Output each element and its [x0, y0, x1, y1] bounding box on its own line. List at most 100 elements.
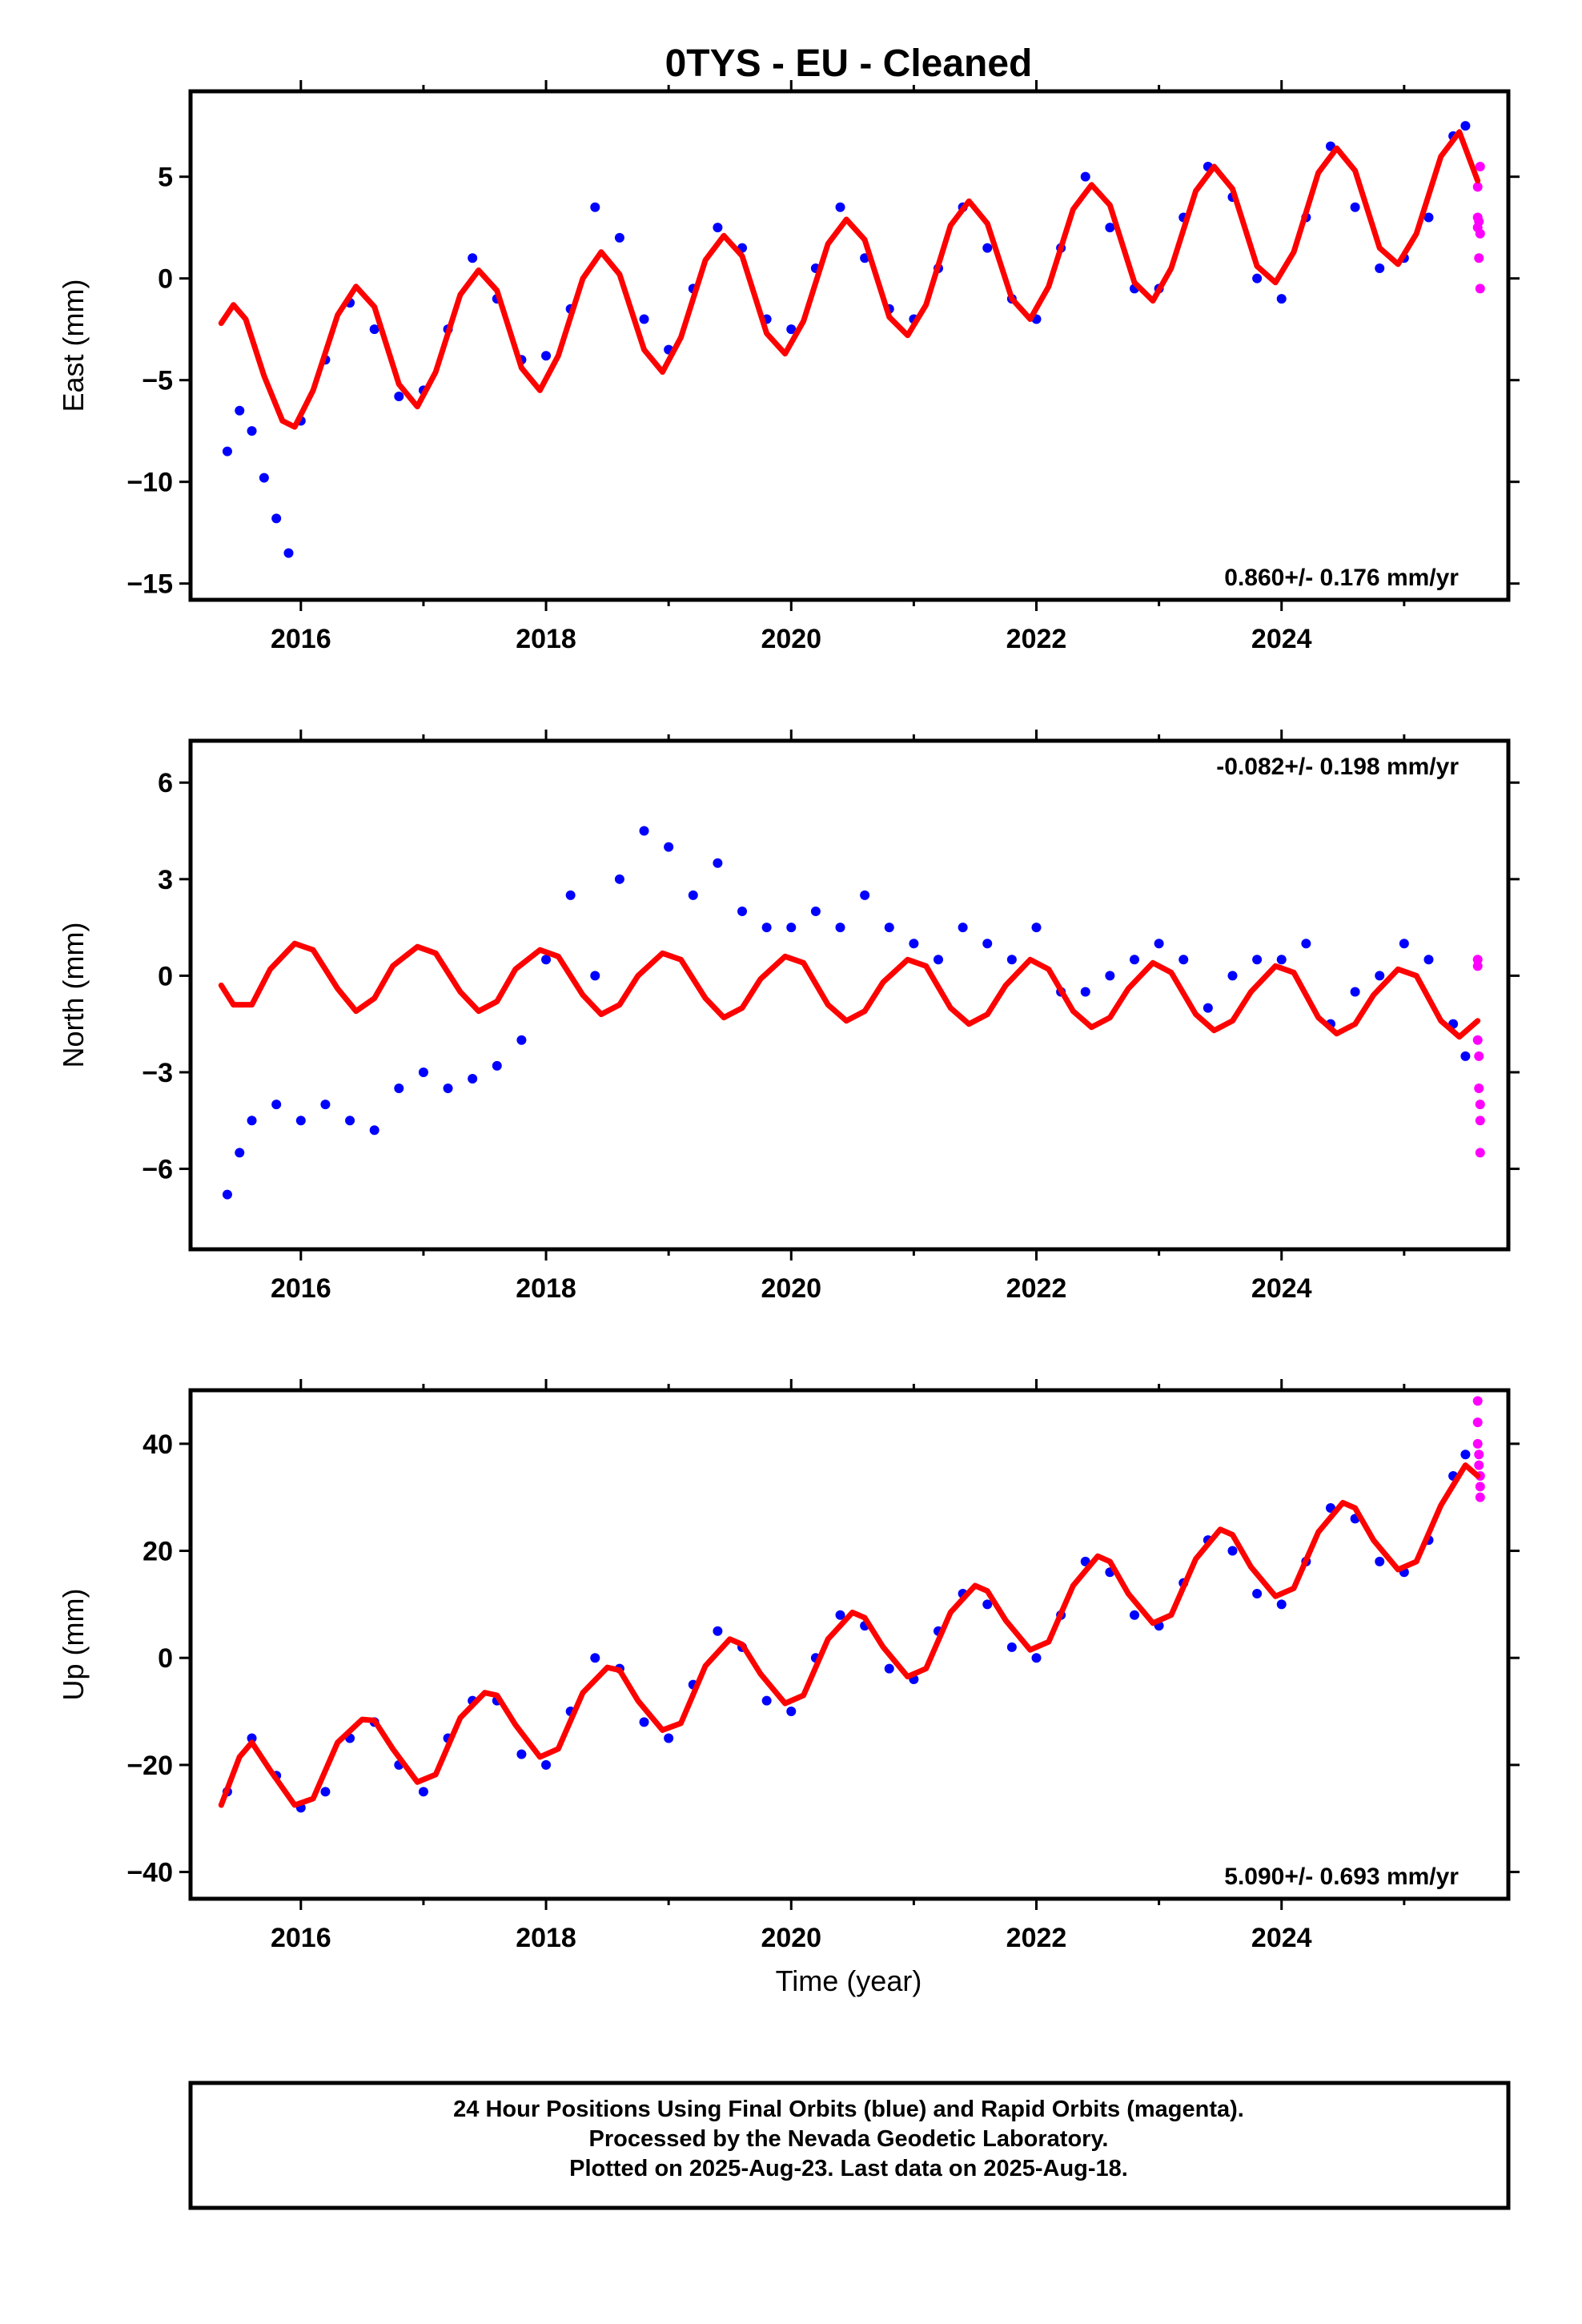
east-final-orbit-point [639, 314, 649, 324]
up-x-tick-label: 2016 [271, 1923, 331, 1953]
up-final-orbit-point [761, 1695, 772, 1706]
up-rapid-orbit-point [1472, 1417, 1483, 1428]
footer-line-2: Processed by the Nevada Geodetic Laborat… [589, 2126, 1109, 2152]
up-y-tick-label: 20 [143, 1537, 173, 1567]
north-plot-area [218, 826, 1485, 1200]
east-final-orbit-point [835, 202, 845, 212]
north-y-tick-label: 3 [158, 865, 173, 895]
north-final-orbit-point [1399, 939, 1409, 949]
east-rapid-orbit-point [1472, 182, 1483, 192]
north-x-tick-label: 2018 [516, 1273, 576, 1304]
chart-title: 0TYS - EU - Cleaned [665, 42, 1033, 85]
east-y-tick-label: −10 [126, 468, 173, 498]
north-final-orbit-point [1203, 1003, 1213, 1013]
north-rapid-orbit-point [1474, 1084, 1484, 1094]
up-final-orbit-point [590, 1653, 600, 1663]
north-final-orbit-point [247, 1116, 257, 1126]
north-final-orbit-point [664, 842, 674, 852]
up-final-orbit-point [1276, 1599, 1287, 1610]
up-rapid-orbit-point [1475, 1492, 1485, 1502]
up-rapid-orbit-point [1474, 1449, 1484, 1460]
up-rate-label: 5.090+/- 0.693 mm/yr [1224, 1864, 1459, 1890]
up-final-orbit-point [247, 1733, 257, 1743]
north-rate-label: -0.082+/- 0.198 mm/yr [1216, 754, 1459, 780]
north-final-orbit-point [320, 1100, 331, 1110]
north-y-tick-label: 6 [158, 768, 173, 798]
north-final-orbit-point [1423, 955, 1434, 965]
north-y-tick-label: 0 [158, 961, 173, 991]
north-final-orbit-point [810, 907, 821, 917]
north-final-orbit-point [516, 1035, 527, 1045]
north-rapid-orbit-point [1472, 961, 1483, 971]
north-final-orbit-point [1080, 987, 1090, 997]
east-x-tick-label: 2022 [1006, 624, 1067, 654]
north-final-orbit-point [1460, 1051, 1471, 1061]
north-x-tick-label: 2022 [1006, 1273, 1067, 1304]
north-final-orbit-point [884, 923, 894, 933]
east-final-orbit-point [590, 202, 600, 212]
north-rapid-orbit-point [1475, 1116, 1485, 1126]
up-final-orbit-point [982, 1599, 993, 1610]
north-final-orbit-point [761, 923, 772, 933]
north-final-orbit-point [639, 826, 649, 836]
east-rapid-orbit-point [1475, 161, 1485, 171]
north-final-orbit-point [1252, 955, 1263, 965]
north-final-orbit-point [492, 1060, 502, 1071]
north-y-tick-label: −6 [142, 1155, 173, 1185]
north-final-orbit-point [1178, 955, 1189, 965]
up-final-orbit-point [541, 1759, 552, 1770]
north-model-line [218, 940, 1481, 1040]
east-x-tick-label: 2024 [1251, 624, 1312, 654]
east-y-tick-label: 5 [158, 163, 173, 193]
east-final-orbit-point [271, 513, 282, 524]
footer-line-1: 24 Hour Positions Using Final Orbits (bl… [453, 2097, 1244, 2122]
up-rapid-orbit-point [1472, 1396, 1483, 1406]
up-x-tick-label: 2022 [1006, 1923, 1067, 1953]
east-final-orbit-point [247, 426, 257, 436]
north-final-orbit-point [590, 971, 600, 981]
footer-line-3: Plotted on 2025-Aug-23. Last data on 202… [569, 2156, 1128, 2181]
north-final-orbit-point [614, 874, 624, 884]
east-rapid-orbit-point [1475, 228, 1485, 239]
north-final-orbit-point [1105, 971, 1115, 981]
up-final-orbit-point [1227, 1546, 1238, 1556]
east-final-orbit-point [283, 548, 294, 558]
east-rate-label: 0.860+/- 0.176 mm/yr [1224, 565, 1459, 591]
north-final-orbit-point [1006, 955, 1017, 965]
up-final-orbit-point [639, 1717, 649, 1727]
footer-frame [188, 2081, 1511, 2210]
east-final-orbit-point [369, 324, 379, 335]
up-final-orbit-point [835, 1610, 845, 1620]
up-panel: 2016 2018 2020 2022 2024 40 20 0 −20 −40 Up (mm) 5.… [57, 1379, 1520, 1953]
up-rapid-orbit-point [1474, 1460, 1484, 1470]
up-rapid-orbit-point [1475, 1482, 1485, 1492]
north-rapid-orbit-point [1474, 1051, 1484, 1061]
east-final-orbit-point [259, 472, 269, 483]
north-final-orbit-point [1154, 939, 1164, 949]
north-final-orbit-point [835, 923, 845, 933]
up-y-tick-label: −20 [126, 1751, 173, 1781]
east-plot-area [218, 121, 1485, 558]
east-final-orbit-point [982, 243, 993, 253]
north-final-orbit-point [565, 890, 576, 900]
east-final-orbit-point [786, 324, 797, 335]
up-final-orbit-point [786, 1707, 797, 1717]
up-final-orbit-point [516, 1749, 527, 1759]
up-y-tick-label: −40 [126, 1858, 173, 1888]
north-final-orbit-point [713, 858, 723, 868]
north-x-tick-label: 2024 [1251, 1273, 1312, 1304]
east-final-orbit-point [394, 392, 404, 401]
up-final-orbit-point [1006, 1642, 1017, 1652]
north-final-orbit-point [222, 1189, 232, 1200]
north-final-orbit-point [418, 1067, 428, 1077]
up-final-orbit-point [1129, 1610, 1139, 1620]
east-final-orbit-point [1080, 171, 1090, 182]
north-final-orbit-point [295, 1116, 306, 1126]
north-final-orbit-point [541, 955, 552, 965]
north-final-orbit-point [1129, 955, 1139, 965]
east-rapid-orbit-point [1475, 283, 1485, 294]
north-rapid-orbit-point [1475, 1148, 1485, 1158]
east-x-tick-label: 2016 [271, 624, 331, 654]
east-final-orbit-point [1423, 212, 1434, 223]
